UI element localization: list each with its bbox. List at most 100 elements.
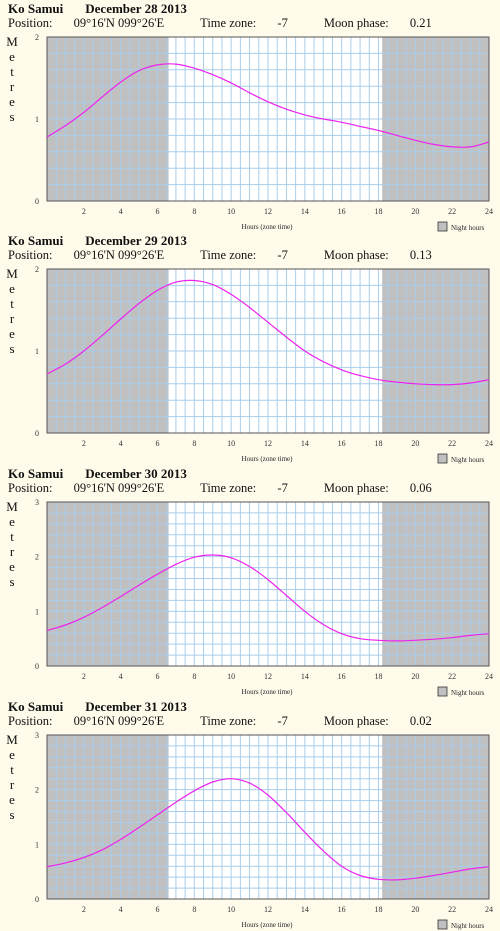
- panel-title: Ko Samui December 30 2013: [8, 466, 187, 482]
- night-hours-band: [382, 735, 489, 899]
- y-tick-label: 0: [35, 895, 39, 904]
- x-tick-label: 12: [264, 439, 272, 448]
- plot-frame: [46, 734, 490, 900]
- position-value: 09°16'N 099°26'E: [73, 481, 165, 495]
- x-tick-label: 20: [411, 672, 419, 681]
- legend-label: Night hours: [451, 922, 485, 930]
- date-label: December 30 2013: [85, 466, 187, 481]
- y-axis-label-letter: e: [9, 514, 15, 529]
- y-axis-label-letter: M: [6, 732, 18, 747]
- moon-phase-label: Moon phase:: [323, 481, 389, 495]
- x-tick-label: 14: [301, 905, 309, 914]
- x-tick-label: 4: [119, 207, 123, 216]
- x-tick-label: 4: [119, 672, 123, 681]
- location-label: Ko Samui: [8, 466, 64, 481]
- y-axis-label-letter: e: [9, 281, 15, 296]
- panel-title: Ko Samui December 31 2013: [8, 699, 187, 715]
- timezone-value: -7: [277, 481, 288, 495]
- moon-phase-value: 0.13: [409, 248, 432, 262]
- y-axis-label-letter: r: [9, 311, 15, 326]
- y-tick-label: 2: [35, 265, 39, 274]
- x-tick-label: 2: [82, 905, 86, 914]
- y-axis-label-letter: e: [9, 559, 15, 574]
- x-tick-label: 10: [227, 439, 235, 448]
- x-tick-label: 2: [82, 439, 86, 448]
- tide-height-line: [46, 554, 490, 642]
- y-axis-label-letter: M: [6, 266, 18, 281]
- moon-phase-label: Moon phase:: [323, 16, 389, 30]
- date-label: December 28 2013: [85, 1, 187, 16]
- y-axis-label-letter: t: [10, 64, 14, 79]
- y-axis-label-letter: r: [9, 79, 15, 94]
- y-tick-label: 1: [35, 840, 39, 849]
- x-tick-label: 14: [301, 439, 309, 448]
- timezone-label: Time zone:: [200, 481, 257, 495]
- position-label: Position:: [8, 481, 53, 495]
- x-tick-label: 8: [192, 439, 196, 448]
- x-tick-label: 24: [485, 905, 493, 914]
- legend-swatch: [437, 686, 448, 697]
- timezone-label: Time zone:: [200, 16, 257, 30]
- moon-phase-label: Moon phase:: [323, 714, 389, 728]
- legend-swatch: [437, 453, 448, 464]
- plot-frame: [46, 36, 490, 202]
- x-axis-label: Hours (zone time): [242, 455, 294, 463]
- timezone-value: -7: [277, 714, 288, 728]
- location-label: Ko Samui: [8, 699, 64, 714]
- panel-info: Position: 09°16'N 099°26'E Time zone: -7 M…: [8, 16, 468, 31]
- x-tick-label: 6: [156, 672, 160, 681]
- y-axis-label-letter: M: [6, 34, 18, 49]
- position-value: 09°16'N 099°26'E: [73, 248, 165, 262]
- x-tick-label: 22: [448, 207, 456, 216]
- location-label: Ko Samui: [8, 233, 64, 248]
- y-tick-label: 2: [35, 33, 39, 42]
- y-axis-label-letter: M: [6, 499, 18, 514]
- y-axis-label-letter: s: [9, 341, 15, 356]
- legend-label: Night hours: [451, 456, 485, 464]
- y-tick-label: 1: [35, 347, 39, 356]
- location-label: Ko Samui: [8, 1, 64, 16]
- y-axis-label-letter: r: [9, 777, 15, 792]
- x-tick-label: 24: [485, 672, 493, 681]
- plot-frame: [46, 268, 490, 434]
- x-tick-label: 8: [192, 207, 196, 216]
- x-tick-label: 18: [375, 672, 383, 681]
- x-axis-label: Hours (zone time): [242, 223, 294, 231]
- timezone-value: -7: [277, 248, 288, 262]
- tide-height-line: [46, 778, 490, 881]
- x-tick-label: 6: [156, 439, 160, 448]
- x-tick-label: 18: [375, 905, 383, 914]
- x-tick-label: 2: [82, 207, 86, 216]
- panel-title: Ko Samui December 29 2013: [8, 233, 187, 249]
- x-tick-label: 20: [411, 905, 419, 914]
- x-tick-label: 8: [192, 672, 196, 681]
- panel-title: Ko Samui December 28 2013: [8, 1, 187, 17]
- position-label: Position:: [8, 714, 53, 728]
- y-tick-label: 3: [35, 498, 39, 507]
- y-axis-label-letter: t: [10, 296, 14, 311]
- tide-height-line: [46, 63, 490, 148]
- x-tick-label: 24: [485, 439, 493, 448]
- y-tick-label: 1: [35, 115, 39, 124]
- y-axis-label-letter: e: [9, 49, 15, 64]
- y-axis-label-letter: s: [9, 574, 15, 589]
- tide-panel-dec-30: Ko Samui December 30 2013 Position: 09°16…: [0, 465, 500, 697]
- plot-frame: [46, 501, 490, 667]
- x-tick-label: 20: [411, 439, 419, 448]
- y-axis-label-letter: e: [9, 94, 15, 109]
- y-axis-label-letter: e: [9, 792, 15, 807]
- y-axis-label-letter: r: [9, 544, 15, 559]
- y-axis-label-letter: s: [9, 807, 15, 822]
- position-label: Position:: [8, 16, 53, 30]
- timezone-label: Time zone:: [200, 714, 257, 728]
- legend-swatch: [437, 919, 448, 930]
- x-tick-label: 16: [338, 905, 346, 914]
- moon-phase-value: 0.02: [409, 714, 432, 728]
- x-tick-label: 10: [227, 207, 235, 216]
